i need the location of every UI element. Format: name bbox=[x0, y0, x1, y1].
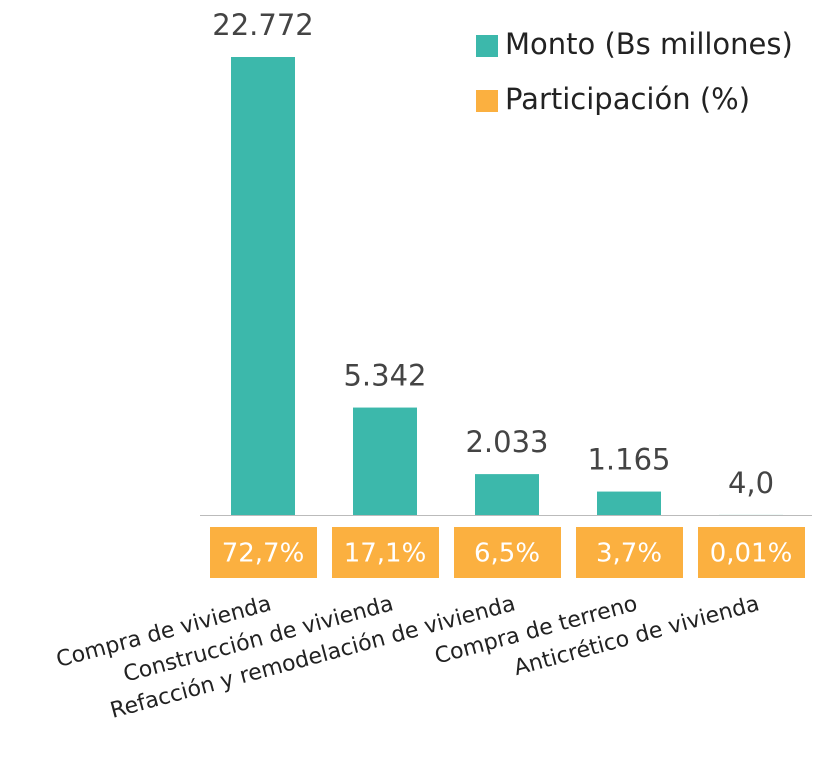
value-label: 22.772 bbox=[212, 8, 313, 42]
bar bbox=[597, 491, 661, 515]
bar bbox=[475, 474, 539, 515]
share-box bbox=[698, 527, 805, 578]
value-label: 5.342 bbox=[343, 359, 426, 393]
share-box bbox=[454, 527, 561, 578]
legend-swatch bbox=[476, 90, 498, 112]
share-label: 3,7% bbox=[596, 539, 662, 569]
value-label: 1.165 bbox=[587, 443, 670, 477]
share-box bbox=[210, 527, 317, 578]
bar bbox=[353, 407, 417, 515]
share-label: 0,01% bbox=[710, 539, 793, 569]
legend-label: Participación (%) bbox=[505, 82, 750, 116]
share-label: 17,1% bbox=[344, 539, 427, 569]
share-box bbox=[576, 527, 683, 578]
legend-swatch bbox=[476, 35, 498, 57]
share-box bbox=[332, 527, 439, 578]
value-label: 2.033 bbox=[465, 425, 548, 459]
legend-label: Monto (Bs millones) bbox=[505, 27, 793, 61]
share-label: 72,7% bbox=[222, 539, 305, 569]
share-label: 6,5% bbox=[474, 539, 540, 569]
bar bbox=[231, 57, 295, 515]
value-label: 4,0 bbox=[728, 466, 774, 500]
